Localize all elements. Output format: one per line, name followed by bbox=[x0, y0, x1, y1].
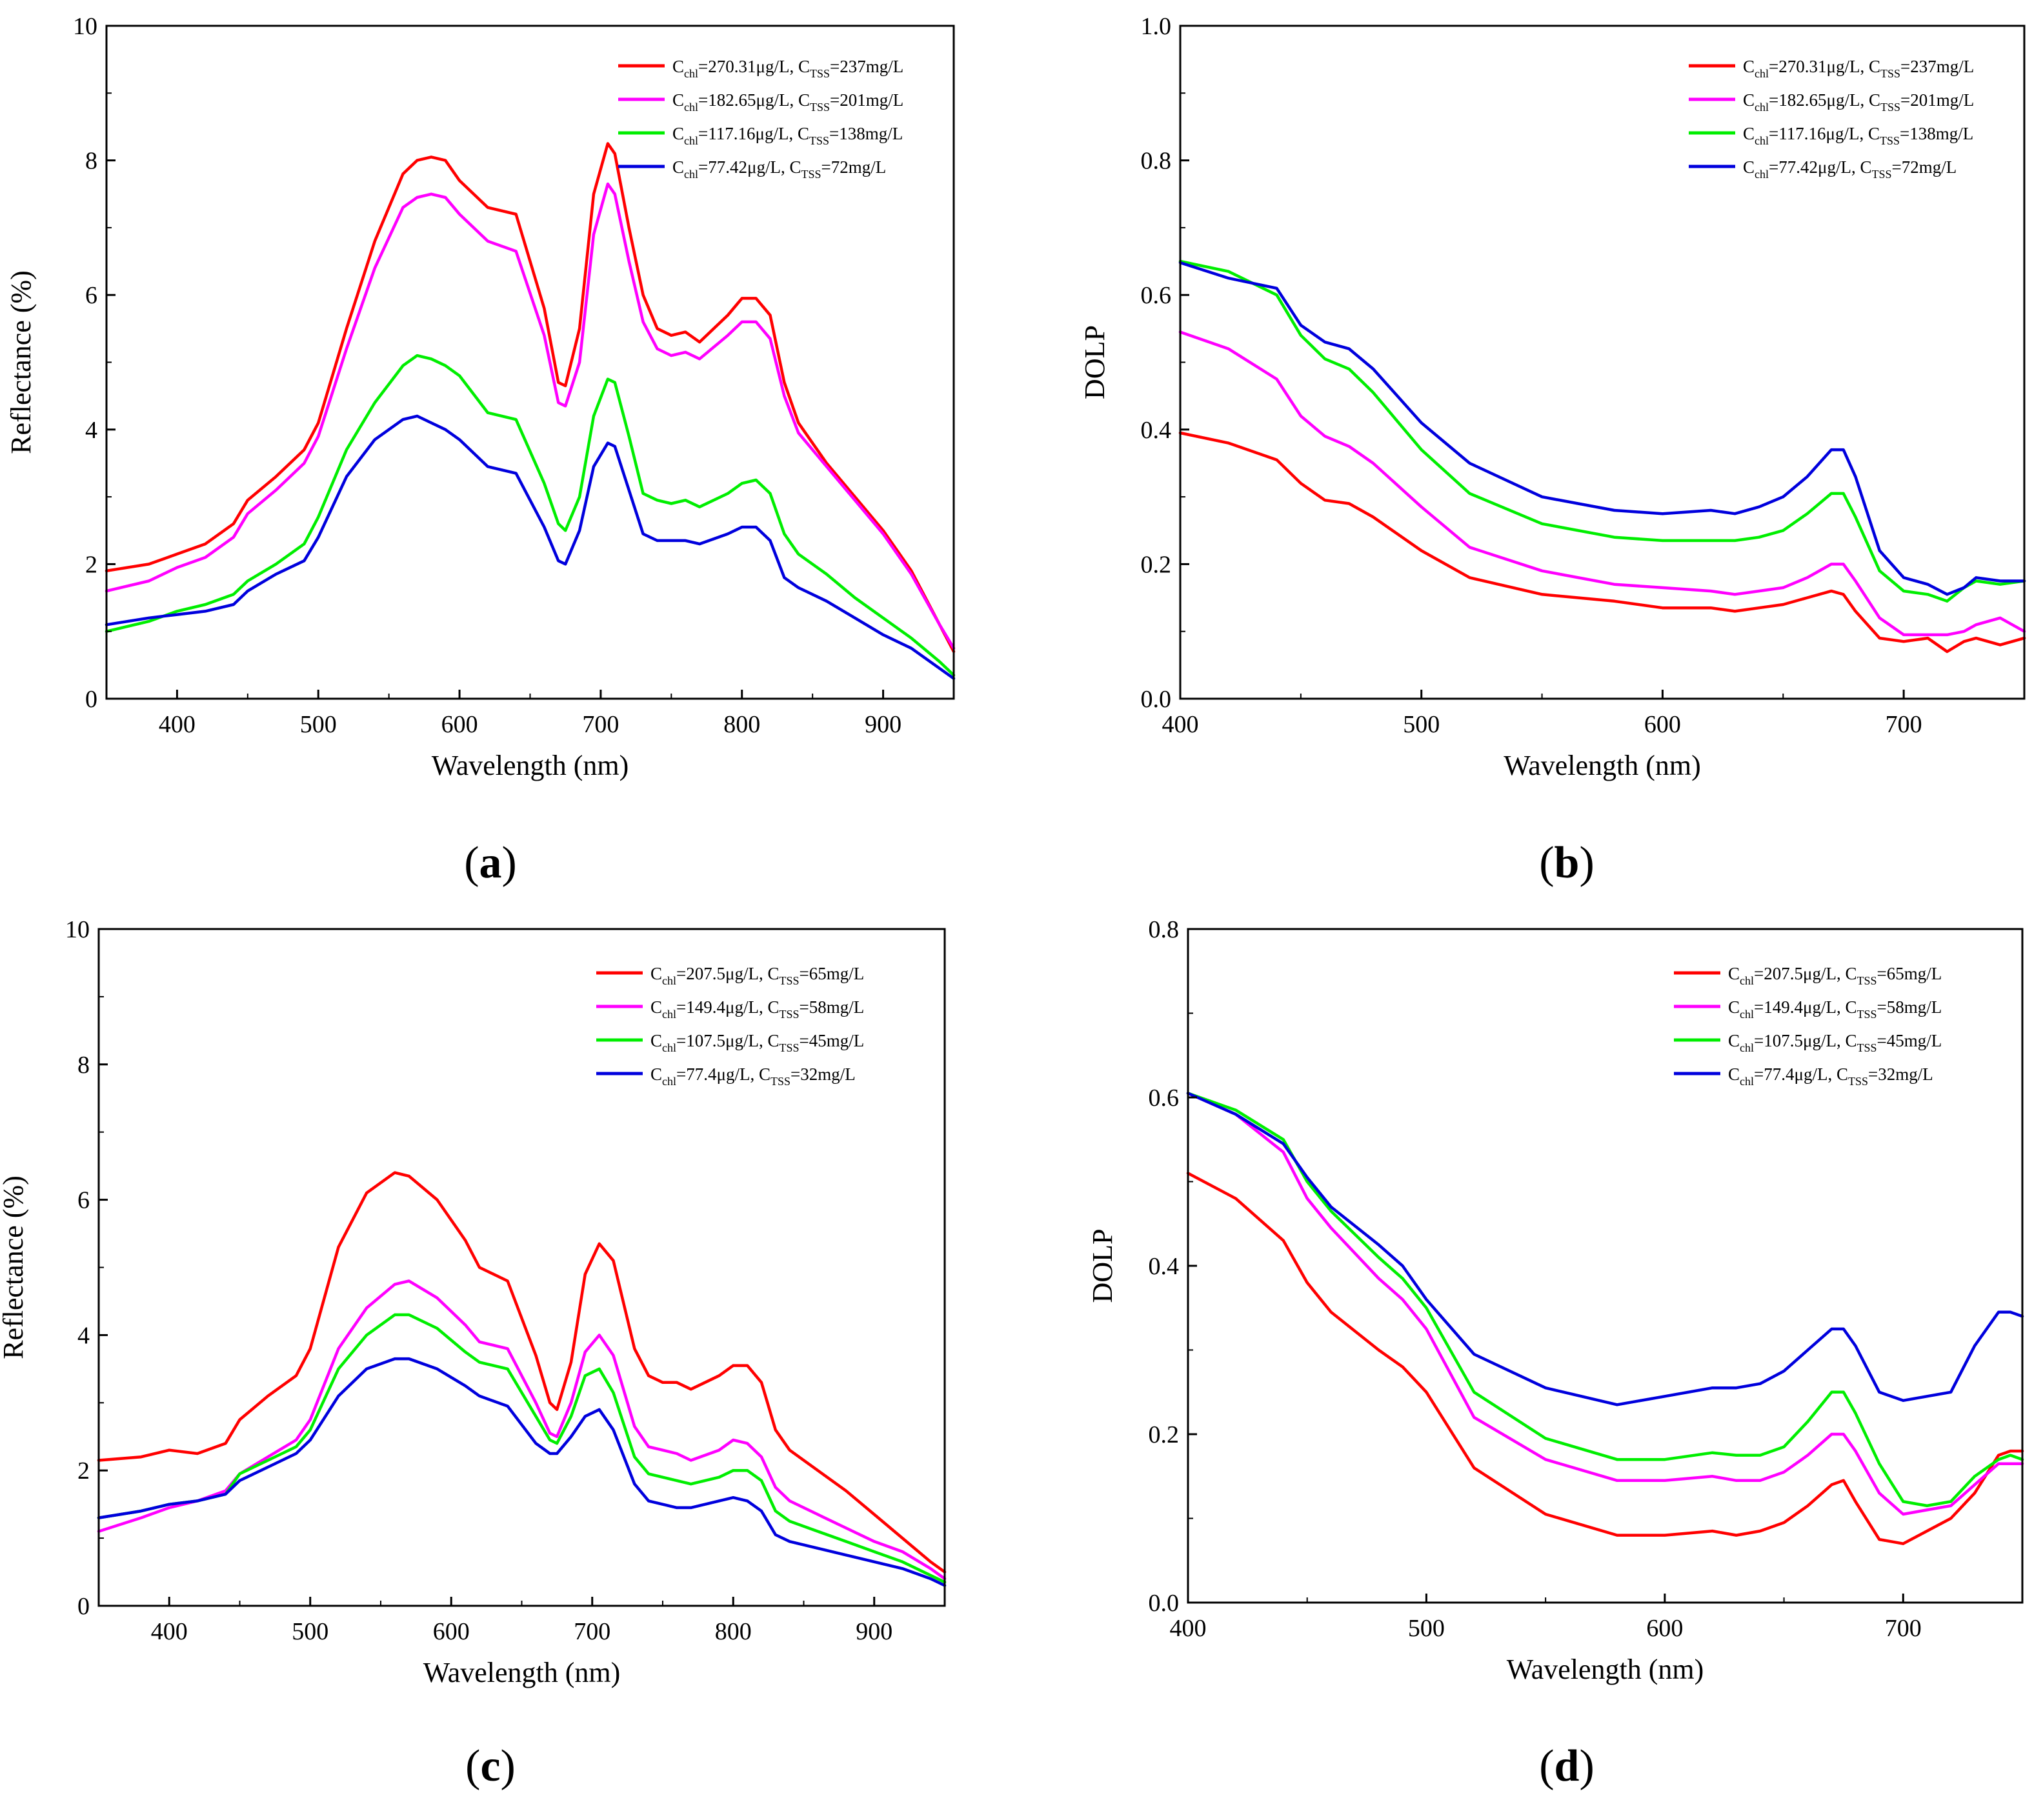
legend-entry: Cchl=270.31μg/L, CTSS=237mg/L bbox=[1743, 57, 1974, 80]
series-line-2 bbox=[105, 182, 956, 650]
panel-label: (c) bbox=[465, 1741, 516, 1791]
y-tick-label: 4 bbox=[77, 1322, 90, 1349]
y-axis-label: DOLP bbox=[1087, 1229, 1118, 1303]
y-tick-label: 8 bbox=[77, 1052, 90, 1079]
y-tick-label: 0 bbox=[77, 1593, 90, 1620]
legend-entry: Cchl=117.16μg/L, CTSS=138mg/L bbox=[1743, 124, 1973, 147]
x-tick-label: 700 bbox=[582, 711, 619, 738]
x-tick-label: 500 bbox=[1408, 1615, 1445, 1642]
y-tick-label: 10 bbox=[73, 13, 97, 40]
y-tick-label: 0.6 bbox=[1149, 1085, 1180, 1112]
x-tick-label: 500 bbox=[300, 711, 337, 738]
legend: Cchl=207.5μg/L, CTSS=65mg/L Cchl=149.4μg/… bbox=[1674, 964, 1942, 1088]
chart-panel-d: 400 500 600 700 0.0 0.2 0.4 0.6 0.8 Wavelength (n… bbox=[1087, 916, 2024, 1791]
x-tick-label: 400 bbox=[159, 711, 196, 738]
series-line-1 bbox=[97, 1171, 947, 1574]
legend-entry: Cchl=107.5μg/L, CTSS=45mg/L bbox=[1728, 1031, 1942, 1054]
y-tick-label: 0.8 bbox=[1149, 916, 1180, 943]
series-line-3 bbox=[97, 1313, 947, 1584]
legend-entry: Cchl=77.4μg/L, CTSS=32mg/L bbox=[650, 1065, 856, 1088]
legend-entry: Cchl=107.5μg/L, CTSS=45mg/L bbox=[650, 1031, 864, 1054]
x-tick-label: 600 bbox=[441, 711, 478, 738]
legend: Cchl=207.5μg/L, CTSS=65mg/L Cchl=149.4μg/… bbox=[596, 964, 864, 1088]
y-axis-label: Reflectance (%) bbox=[0, 1175, 29, 1359]
y-tick-label: 6 bbox=[77, 1187, 90, 1214]
x-tick-label: 900 bbox=[865, 711, 901, 738]
series-line-4 bbox=[97, 1357, 947, 1587]
series-line-3 bbox=[105, 354, 956, 677]
y-tick-label: 10 bbox=[65, 916, 90, 943]
series-line-4 bbox=[1178, 261, 2026, 596]
x-tick-label: 800 bbox=[715, 1618, 752, 1645]
y-tick-label: 0.0 bbox=[1149, 1590, 1180, 1617]
x-tick-label: 600 bbox=[1646, 1615, 1683, 1642]
x-axis-label: Wavelength (nm) bbox=[423, 1657, 621, 1688]
series-line-4 bbox=[105, 414, 956, 680]
x-tick-label: 400 bbox=[151, 1618, 188, 1645]
legend-entry: Cchl=149.4μg/L, CTSS=58mg/L bbox=[650, 997, 864, 1021]
plot-frame bbox=[1179, 25, 2026, 700]
series-line-2 bbox=[97, 1279, 947, 1581]
plot-frame bbox=[1187, 928, 2024, 1604]
series-line-3 bbox=[1178, 259, 2026, 603]
series-line-2 bbox=[1178, 330, 2026, 637]
legend-entry: Cchl=182.65μg/L, CTSS=201mg/L bbox=[1743, 90, 1974, 114]
x-tick-label: 700 bbox=[1885, 1615, 1922, 1642]
panel-label: (d) bbox=[1539, 1741, 1595, 1791]
legend-entry: Cchl=149.4μg/L, CTSS=58mg/L bbox=[1728, 997, 1942, 1021]
y-tick-label: 0.4 bbox=[1141, 417, 1172, 444]
panel-label: (b) bbox=[1539, 838, 1595, 888]
y-axis-label: Reflectance (%) bbox=[5, 270, 37, 454]
legend-entry: Cchl=207.5μg/L, CTSS=65mg/L bbox=[650, 964, 864, 987]
x-axis-label: Wavelength (nm) bbox=[1504, 750, 1701, 781]
x-tick-label: 600 bbox=[1644, 711, 1681, 738]
series-line-1 bbox=[1178, 431, 2026, 654]
x-axis-label: Wavelength (nm) bbox=[432, 750, 629, 781]
chart-panel-c: 400 500 600 700 800 900 0 2 4 6 8 10 Wavelength (nm)… bbox=[0, 916, 947, 1791]
legend: Cchl=270.31μg/L, CTSS=237mg/L Cchl=182.65… bbox=[618, 57, 903, 181]
legend-entry: Cchl=270.31μg/L, CTSS=237mg/L bbox=[672, 57, 903, 80]
plot-frame bbox=[105, 25, 955, 700]
series-line-1 bbox=[1186, 1172, 2024, 1545]
y-tick-label: 0.6 bbox=[1141, 282, 1172, 309]
legend-entry: Cchl=182.65μg/L, CTSS=201mg/L bbox=[672, 90, 903, 114]
series-line-1 bbox=[105, 142, 956, 654]
x-tick-label: 800 bbox=[723, 711, 760, 738]
legend-entry: Cchl=77.42μg/L, CTSS=72mg/L bbox=[672, 157, 886, 181]
x-tick-label: 500 bbox=[292, 1618, 328, 1645]
y-tick-label: 0.2 bbox=[1149, 1421, 1180, 1448]
x-axis-label: Wavelength (nm) bbox=[1507, 1654, 1704, 1685]
chart-panel-b: 400 500 600 700 0.0 0.2 0.4 0.6 0.8 1.0 Wavelength… bbox=[1079, 13, 2026, 888]
series-line-3 bbox=[1186, 1092, 2024, 1508]
y-tick-label: 8 bbox=[85, 148, 97, 175]
y-tick-label: 4 bbox=[85, 417, 97, 444]
x-tick-label: 700 bbox=[1886, 711, 1922, 738]
y-axis-label: DOLP bbox=[1079, 325, 1111, 399]
y-tick-label: 2 bbox=[85, 551, 97, 578]
x-tick-label: 900 bbox=[856, 1618, 892, 1645]
y-tick-label: 2 bbox=[77, 1457, 90, 1485]
y-tick-label: 0.8 bbox=[1141, 148, 1172, 175]
legend-entry: Cchl=117.16μg/L, CTSS=138mg/L bbox=[672, 124, 903, 147]
y-tick-label: 0 bbox=[85, 686, 97, 713]
y-tick-label: 1.0 bbox=[1141, 13, 1172, 40]
y-tick-label: 0.0 bbox=[1141, 686, 1172, 713]
y-tick-label: 0.2 bbox=[1141, 551, 1172, 578]
legend-entry: Cchl=77.42μg/L, CTSS=72mg/L bbox=[1743, 157, 1957, 181]
x-tick-label: 700 bbox=[574, 1618, 610, 1645]
x-tick-label: 500 bbox=[1403, 711, 1440, 738]
panel-label: (a) bbox=[464, 838, 517, 888]
x-tick-label: 600 bbox=[433, 1618, 470, 1645]
series-line-2 bbox=[1186, 1092, 2024, 1516]
series-line-4 bbox=[1186, 1092, 2024, 1406]
legend-entry: Cchl=207.5μg/L, CTSS=65mg/L bbox=[1728, 964, 1942, 987]
y-tick-label: 6 bbox=[85, 282, 97, 309]
x-tick-label: 400 bbox=[1162, 711, 1199, 738]
legend: Cchl=270.31μg/L, CTSS=237mg/L Cchl=182.65… bbox=[1689, 57, 1974, 181]
legend-entry: Cchl=77.4μg/L, CTSS=32mg/L bbox=[1728, 1065, 1933, 1088]
y-tick-label: 0.4 bbox=[1149, 1253, 1180, 1280]
x-tick-label: 400 bbox=[1170, 1615, 1207, 1642]
chart-panel-a: 400 500 600 700 800 900 0 2 4 6 8 10 Wavelength (nm)… bbox=[5, 13, 956, 888]
